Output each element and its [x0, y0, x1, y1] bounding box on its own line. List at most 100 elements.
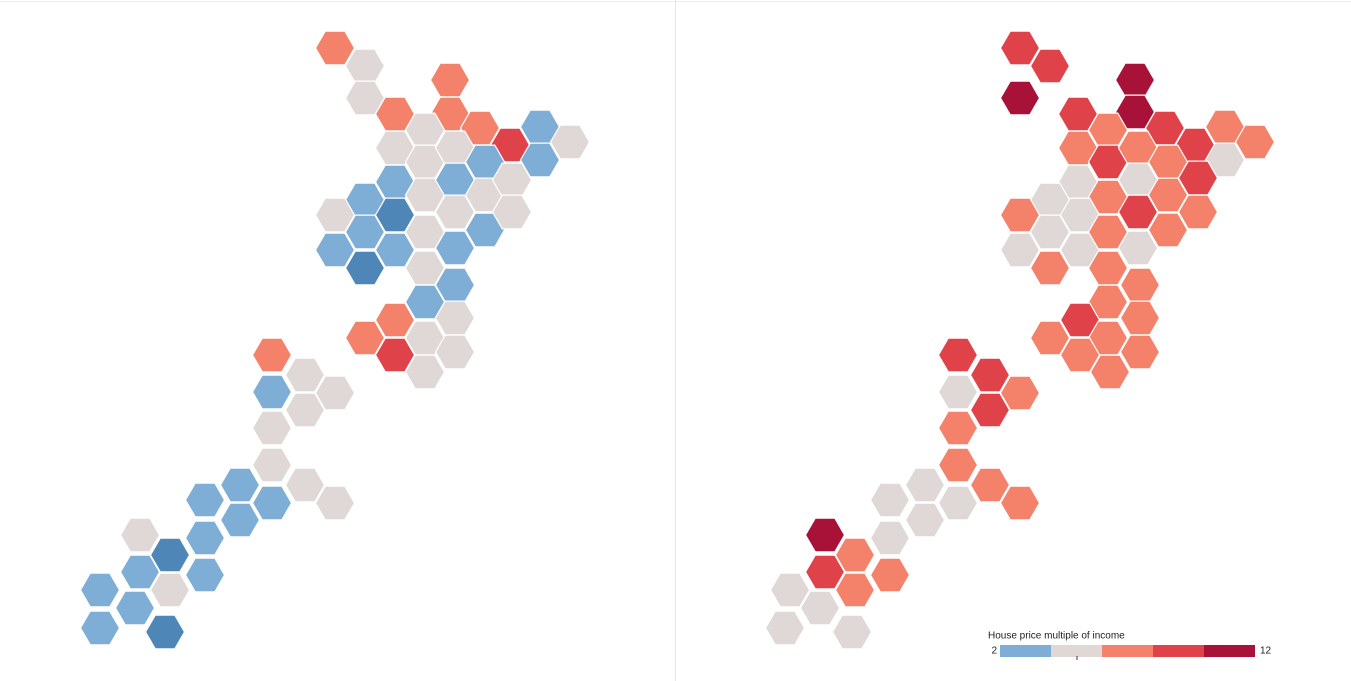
region-hex [404, 284, 446, 320]
region-hex [764, 610, 806, 646]
region-hex [314, 197, 356, 233]
region-hex [1029, 250, 1071, 286]
region-hex [434, 230, 476, 266]
region-hex [1087, 284, 1129, 320]
legend-swatch [1102, 645, 1153, 657]
region-hex [999, 375, 1041, 411]
region-hex [937, 447, 979, 483]
region-hex [804, 517, 846, 553]
region-hex [314, 375, 356, 411]
region-hex [429, 62, 471, 98]
region-hex [251, 485, 293, 521]
region-hex [219, 502, 261, 538]
region-hex [1059, 337, 1101, 373]
region-hex [831, 614, 873, 650]
region-hex [119, 517, 161, 553]
region-hex [374, 302, 416, 338]
region-hex [1087, 144, 1129, 180]
region-hex [404, 354, 446, 390]
region-hex [999, 232, 1041, 268]
region-hex [314, 485, 356, 521]
region-hex [404, 214, 446, 250]
region-hex [314, 232, 356, 268]
region-hex [1029, 48, 1071, 84]
region-hex [1117, 194, 1159, 230]
region-hex [344, 250, 386, 286]
region-hex [1147, 212, 1189, 248]
region-hex [251, 447, 293, 483]
region-hex [999, 485, 1041, 521]
region-hex [999, 80, 1041, 116]
region-hex [804, 554, 846, 590]
region-hex [937, 410, 979, 446]
region-hex [284, 357, 326, 393]
region-hex [491, 194, 533, 230]
region-hex [1117, 230, 1159, 266]
region-hex [937, 337, 979, 373]
region-hex [284, 392, 326, 428]
region-hex [549, 124, 591, 160]
region-hex [149, 537, 191, 573]
region-hex [344, 320, 386, 356]
region-hex [251, 410, 293, 446]
region-hex [119, 554, 161, 590]
region-hex [1119, 334, 1161, 370]
region-hex [969, 357, 1011, 393]
region-hex [999, 197, 1041, 233]
region-hex [1119, 267, 1161, 303]
region-hex [769, 572, 811, 608]
region-hex [314, 30, 356, 66]
region-hex [434, 194, 476, 230]
region-hex [219, 467, 261, 503]
region-hex [1204, 142, 1246, 178]
region-hex [519, 142, 561, 178]
region-hex [79, 572, 121, 608]
region-hex [144, 614, 186, 650]
region-hex [1087, 179, 1129, 215]
region-hex [184, 520, 226, 556]
region-hex [869, 557, 911, 593]
region-hex [1114, 62, 1156, 98]
region-hex [869, 482, 911, 518]
legend-swatch [1204, 645, 1255, 657]
region-hex [1029, 214, 1071, 250]
region-hex [434, 334, 476, 370]
legend-min: 2 [991, 646, 997, 657]
region-hex [184, 557, 226, 593]
region-hex [374, 232, 416, 268]
legend-swatch [1000, 645, 1051, 657]
legend-title: House price multiple of income [988, 631, 1125, 642]
region-hex [937, 485, 979, 521]
region-hex [1147, 177, 1189, 213]
region-hex [904, 467, 946, 503]
region-hex [834, 572, 876, 608]
region-hex [1087, 214, 1129, 250]
region-hex [149, 572, 191, 608]
region-hex [344, 214, 386, 250]
region-hex [1119, 300, 1161, 336]
legend-max: 12 [1260, 646, 1272, 657]
region-hex [79, 610, 121, 646]
region-hex [344, 80, 386, 116]
region-hex [1234, 124, 1276, 160]
region-hex [374, 337, 416, 373]
region-hex [251, 374, 293, 410]
region-hex [969, 467, 1011, 503]
region-hex [869, 520, 911, 556]
region-hex [1177, 194, 1219, 230]
region-hex [904, 502, 946, 538]
region-hex [284, 467, 326, 503]
legend-swatch [1153, 645, 1204, 657]
region-hex [251, 337, 293, 373]
legend-swatch [1051, 645, 1102, 657]
region-hex [184, 482, 226, 518]
region-hex [799, 590, 841, 626]
region-hex [374, 197, 416, 233]
region-hex [114, 590, 156, 626]
region-hex [937, 374, 979, 410]
region-hex [1114, 94, 1156, 130]
region-hex [1089, 354, 1131, 390]
region-hex [999, 30, 1041, 66]
